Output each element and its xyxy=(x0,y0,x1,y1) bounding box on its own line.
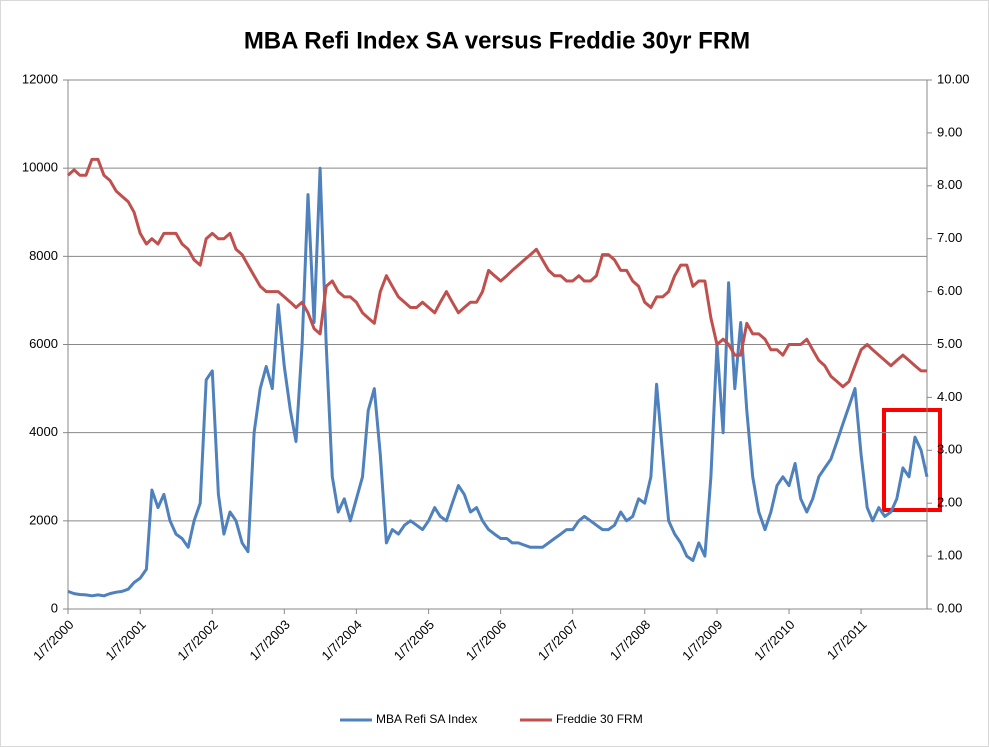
legend-label: Freddie 30 FRM xyxy=(556,712,643,726)
y2-tick-label: 7.00 xyxy=(937,230,962,245)
highlight-box xyxy=(882,408,942,512)
y-tick-label: 6000 xyxy=(29,336,58,351)
series-line xyxy=(67,157,927,389)
y2-tick-label: 3.00 xyxy=(937,442,962,457)
y2-tick-label: 5.00 xyxy=(937,336,962,351)
legend-label: MBA Refi SA Index xyxy=(376,712,477,726)
series-line xyxy=(67,166,929,598)
y2-tick-label: 6.00 xyxy=(937,283,962,298)
y2-tick-label: 1.00 xyxy=(937,548,962,563)
y-tick-label: 12000 xyxy=(22,71,58,86)
y-tick-label: 8000 xyxy=(29,248,58,263)
y2-tick-label: 10.00 xyxy=(937,71,970,86)
y2-tick-label: 8.00 xyxy=(937,177,962,192)
y2-tick-label: 2.00 xyxy=(937,495,962,510)
y2-tick-label: 4.00 xyxy=(937,389,962,404)
y-tick-label: 10000 xyxy=(22,160,58,175)
y-tick-label: 0 xyxy=(51,600,58,615)
y2-tick-label: 9.00 xyxy=(937,124,962,139)
chart-title: MBA Refi Index SA versus Freddie 30yr FR… xyxy=(244,27,750,54)
y-tick-label: 4000 xyxy=(29,424,58,439)
y2-tick-label: 0.00 xyxy=(937,600,962,615)
y-tick-label: 2000 xyxy=(29,512,58,527)
